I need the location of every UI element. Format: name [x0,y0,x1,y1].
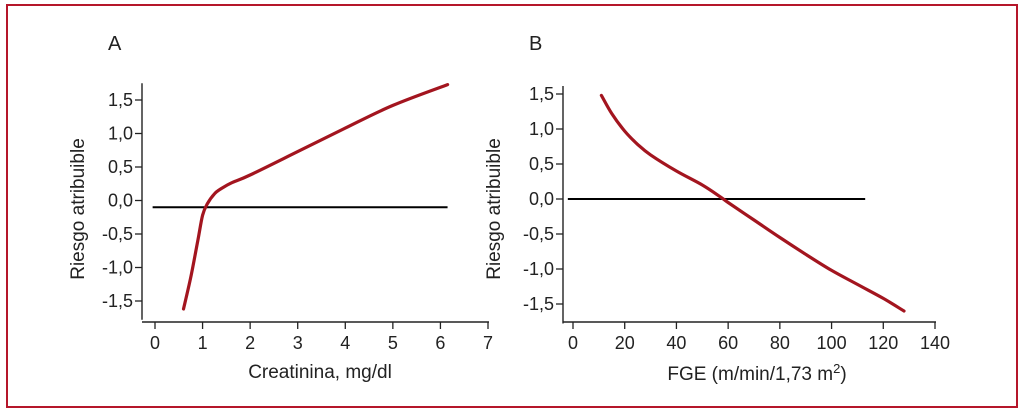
panel-a-y-tick-label: -1,5 [102,291,133,311]
panel-a-y-tick-label: -0,5 [102,224,133,244]
panel-a-curve-line [181,83,450,311]
panel-a-y-tick-label: -1,0 [102,258,133,278]
panel-b-x-axis-title-suffix: ) [840,364,846,385]
panel-b-y-axis-title: Riesgo atribuible [484,138,505,280]
panel-a-x-tick-label: 3 [293,333,303,353]
figure-frame [6,4,1018,408]
panel-a-x-tick-label: 2 [245,333,255,353]
panel-b-curve-line [599,93,906,313]
panel-a-x-tick-label: 1 [198,333,208,353]
panel-b-x-axis-title: FGE (m/min/1,73 m2) [667,361,846,385]
panel-a-x-tick-label: 6 [435,333,445,353]
panel-b-x-tick-label: 120 [868,333,898,353]
panel-b-y-tick-label: 1,0 [529,119,554,139]
panel-b-x-tick-label: 20 [615,333,635,353]
panel-a-y-axis-title: Riesgo atribuible [68,138,89,280]
panel-a-y-tick-label: 0,5 [108,157,133,177]
panel-b-y-tick-label: 1,5 [529,84,554,104]
panel-a-y-tick-label: 0,0 [108,191,133,211]
panel-a-x-tick-label: 7 [483,333,493,353]
panel-b-x-axis-title-main: FGE (m/min/1,73 m [667,364,833,385]
panel-b-y-tick-label: -0,5 [523,224,554,244]
panel-b-y-tick-label: -1,5 [523,294,554,314]
panel-b-x-tick-label: 60 [718,333,738,353]
panel-b-x-tick-label: 0 [568,333,578,353]
chart-panel-b: B -1,5 -1,0 -0,5 0,0 0,5 1,0 1,5 0 20 40 60 80 100 12… [484,33,950,385]
panel-a-y-tick-label: 1,0 [108,124,133,144]
panel-b-x-tick-label: 100 [817,333,847,353]
panel-b-x-tick-label: 80 [770,333,790,353]
panel-b-x-tick-label: 140 [920,333,950,353]
panel-a-y-tick-label: 1,5 [108,90,133,110]
panel-a-x-axis-title: Creatinina, mg/dl [248,362,392,383]
panel-b-y-tick-label: 0,0 [529,189,554,209]
panel-b-letter: B [529,33,542,55]
chart-panel-a: A -1,5 -1,0 -0,5 0,0 0,5 1,0 1,5 0 1 2 3 4 5 6 7 Creat… [68,33,493,383]
panel-b-x-axis-title-superscript: 2 [833,361,840,376]
panel-a-x-tick-label: 4 [340,333,350,353]
panel-a-x-tick-label: 0 [150,333,160,353]
panel-b-y-tick-label: 0,5 [529,154,554,174]
panel-b-y-tick-label: -1,0 [523,259,554,279]
panel-b-x-tick-label: 40 [666,333,686,353]
panel-a-letter: A [108,33,122,55]
panel-a-x-tick-label: 5 [388,333,398,353]
